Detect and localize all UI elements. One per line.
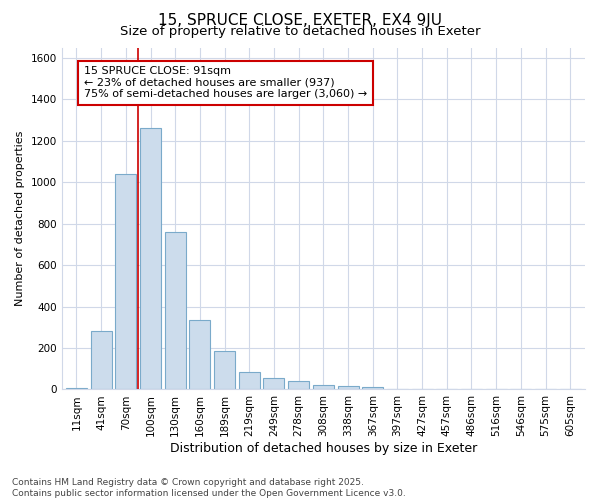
Bar	[214, 351, 235, 390]
Bar	[263, 378, 284, 390]
Text: Size of property relative to detached houses in Exeter: Size of property relative to detached ho…	[120, 25, 480, 38]
Text: 15, SPRUCE CLOSE, EXETER, EX4 9JU: 15, SPRUCE CLOSE, EXETER, EX4 9JU	[158, 12, 442, 28]
Y-axis label: Number of detached properties: Number of detached properties	[15, 131, 25, 306]
Bar	[66, 388, 87, 390]
Bar	[165, 232, 186, 390]
Bar	[140, 128, 161, 390]
Bar	[362, 388, 383, 390]
Text: Contains HM Land Registry data © Crown copyright and database right 2025.
Contai: Contains HM Land Registry data © Crown c…	[12, 478, 406, 498]
Text: 15 SPRUCE CLOSE: 91sqm
← 23% of detached houses are smaller (937)
75% of semi-de: 15 SPRUCE CLOSE: 91sqm ← 23% of detached…	[84, 66, 367, 100]
Bar	[288, 381, 309, 390]
Bar	[91, 332, 112, 390]
Bar	[115, 174, 136, 390]
Bar	[190, 320, 211, 390]
Bar	[313, 386, 334, 390]
Bar	[239, 372, 260, 390]
X-axis label: Distribution of detached houses by size in Exeter: Distribution of detached houses by size …	[170, 442, 477, 455]
Bar	[338, 386, 359, 390]
